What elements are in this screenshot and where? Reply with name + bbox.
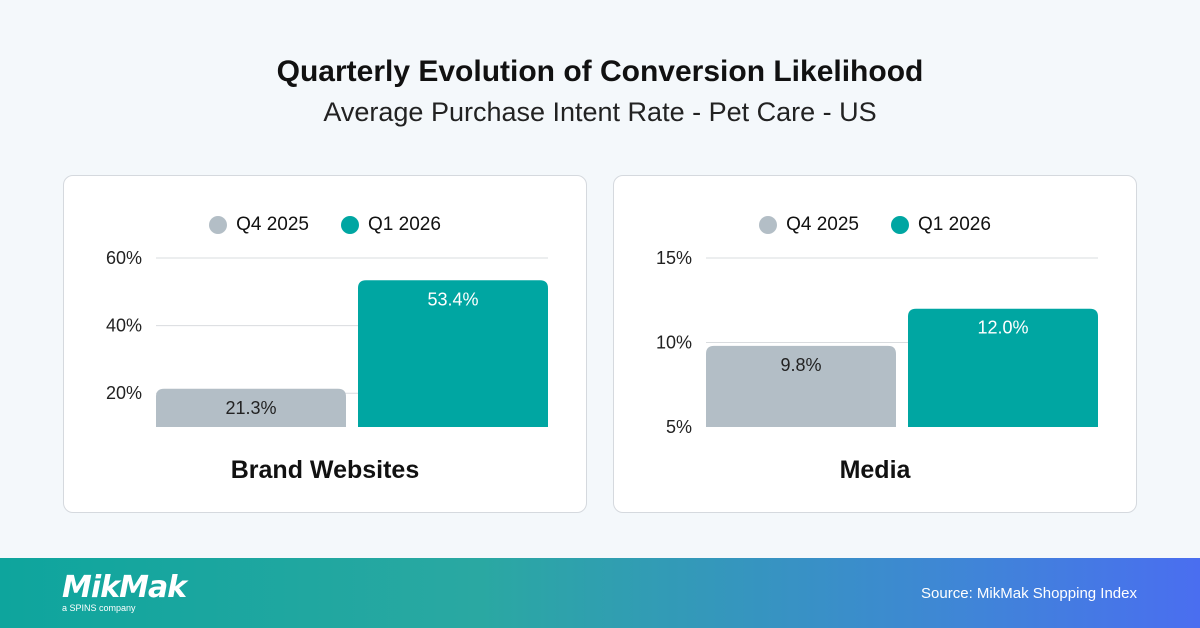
y-tick-label: 10% xyxy=(656,333,692,353)
legend-swatch xyxy=(891,216,909,234)
legend-swatch xyxy=(209,216,228,234)
chart-subtitle: Average Purchase Intent Rate - Pet Care … xyxy=(323,97,877,127)
panel-media: Q4 2025 Q1 2026 5% 10% 15% 9.8% 12.0% Media xyxy=(613,175,1137,513)
plot-media: 5% 10% 15% 9.8% 12.0% xyxy=(656,248,1098,437)
y-tick-label: 5% xyxy=(666,417,692,437)
panel-title: Media xyxy=(839,456,911,484)
y-tick-label: 20% xyxy=(106,383,142,403)
logo-wordmark: MikMak xyxy=(62,570,187,605)
legend: Q4 2025 Q1 2026 xyxy=(64,214,586,236)
bar-q1-2026 xyxy=(908,308,1098,427)
legend-swatch xyxy=(341,216,359,234)
y-tick-label: 15% xyxy=(656,248,692,268)
y-tick-label: 60% xyxy=(106,248,142,268)
logo-tagline: a SPINS company xyxy=(62,603,136,613)
legend: Q4 2025 Q1 2026 xyxy=(614,214,1136,236)
legend-item-q1-2026: Q1 2026 xyxy=(891,214,991,236)
plot-brand-websites: 20% 40% 60% 21.3% 53.4% xyxy=(106,248,548,427)
mikmak-logo: MikMak a SPINS company xyxy=(62,570,187,613)
panel-title: Brand Websites xyxy=(230,456,420,484)
bar-q4-2025 xyxy=(156,388,346,427)
panel-brand-websites: Q4 2025 Q1 2026 20% 40% 60% 21.3% 53.4% Bran… xyxy=(63,175,587,513)
footer: MikMak a SPINS company Source: MikMak Sh… xyxy=(0,558,1200,628)
data-label: 21.3% xyxy=(225,398,276,418)
data-label: 12.0% xyxy=(977,318,1028,338)
legend-label: Q4 2025 xyxy=(786,214,859,235)
bar-q1-2026 xyxy=(358,280,548,427)
data-label: 9.8% xyxy=(780,355,821,375)
legend-label: Q1 2026 xyxy=(368,214,441,235)
y-tick-label: 40% xyxy=(106,316,142,336)
legend-item-q1-2026: Q1 2026 xyxy=(341,214,441,236)
legend-label: Q4 2025 xyxy=(236,214,309,235)
source-note: Source: MikMak Shopping Index xyxy=(921,585,1137,602)
legend-label: Q1 2026 xyxy=(918,214,991,235)
legend-swatch xyxy=(759,216,778,234)
bar-q4-2025 xyxy=(706,345,896,427)
data-label: 53.4% xyxy=(427,289,478,309)
legend-item-q4-2025: Q4 2025 xyxy=(209,214,309,236)
legend-item-q4-2025: Q4 2025 xyxy=(759,214,859,236)
chart-title: Quarterly Evolution of Conversion Likeli… xyxy=(276,55,924,88)
